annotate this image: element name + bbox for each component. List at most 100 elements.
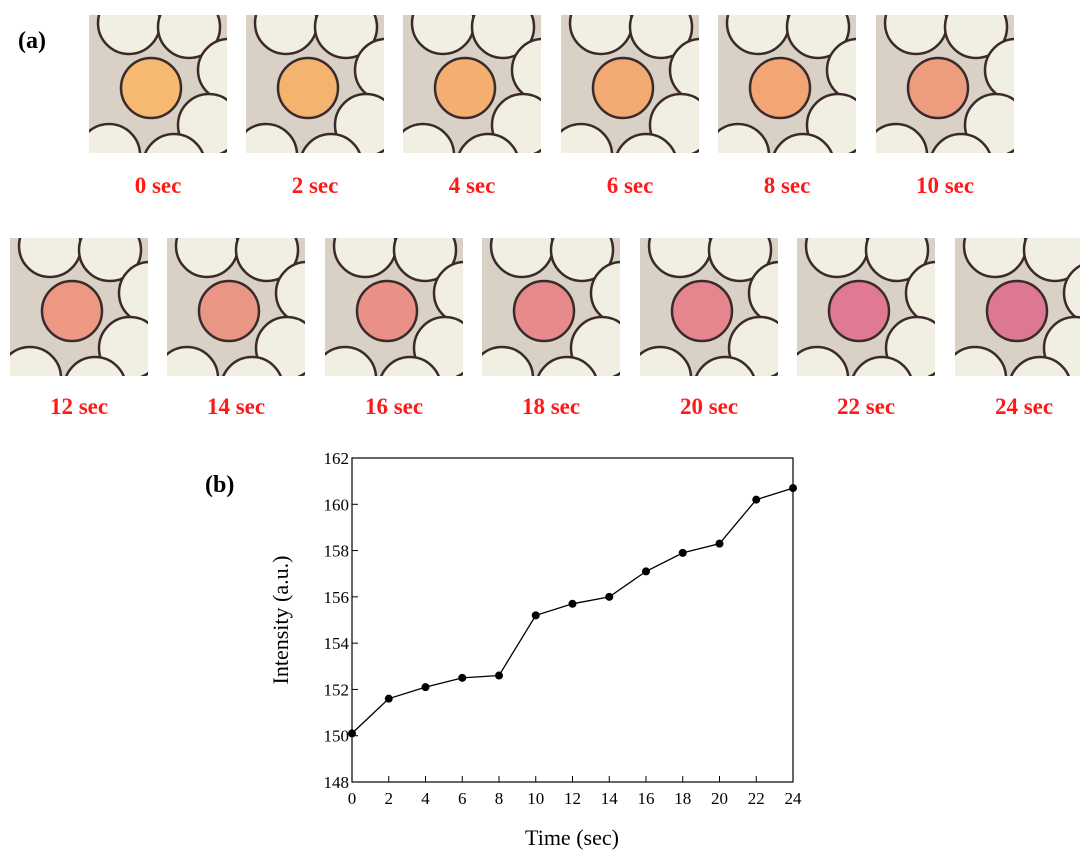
colored-droplet <box>435 58 495 118</box>
droplet-image <box>865 0 1047 196</box>
x-tick-label: 8 <box>495 789 504 808</box>
y-tick-label: 162 <box>324 449 350 468</box>
data-point <box>605 593 613 601</box>
frame-label: 24 sec <box>995 394 1053 419</box>
data-line <box>352 488 793 733</box>
data-point <box>569 600 577 608</box>
x-tick-label: 20 <box>711 789 728 808</box>
frame-label: 8 sec <box>764 173 811 198</box>
droplet <box>570 0 632 54</box>
droplet-image <box>78 0 260 196</box>
data-point <box>458 674 466 682</box>
frame-label: 14 sec <box>207 394 265 419</box>
x-tick-label: 22 <box>748 789 765 808</box>
droplet <box>19 215 81 277</box>
frame-label: 20 sec <box>680 394 738 419</box>
x-tick-label: 6 <box>458 789 467 808</box>
x-tick-label: 18 <box>674 789 691 808</box>
figure: (a) (b) Time (sec) Intensity (a.u.) 0 se… <box>0 0 1080 855</box>
y-tick-label: 156 <box>324 588 350 607</box>
droplet <box>885 0 947 54</box>
y-tick-label: 158 <box>324 542 350 561</box>
colored-droplet <box>199 281 259 341</box>
panel-label: (b) <box>205 472 234 498</box>
y-tick-label: 148 <box>324 773 350 792</box>
colored-droplet <box>908 58 968 118</box>
y-tick-label: 150 <box>324 727 350 746</box>
data-point <box>532 611 540 619</box>
colored-droplet <box>42 281 102 341</box>
droplet <box>78 124 140 186</box>
droplet <box>985 39 1047 101</box>
colored-droplet <box>593 58 653 118</box>
droplet <box>649 215 711 277</box>
panel-label: (a) <box>18 28 46 54</box>
droplet-image <box>392 0 574 196</box>
droplet <box>98 0 160 54</box>
droplet <box>334 215 396 277</box>
droplet-image <box>0 215 181 419</box>
y-tick-label: 154 <box>324 634 350 653</box>
droplet <box>964 215 1026 277</box>
data-point <box>385 695 393 703</box>
x-tick-label: 14 <box>601 789 619 808</box>
data-point <box>642 567 650 575</box>
frame-label: 10 sec <box>916 173 974 198</box>
x-tick-label: 16 <box>638 789 655 808</box>
frame-label: 16 sec <box>365 394 423 419</box>
x-tick-label: 12 <box>564 789 581 808</box>
droplet <box>806 215 868 277</box>
x-tick-label: 2 <box>385 789 394 808</box>
y-tick-label: 152 <box>324 680 350 699</box>
data-point <box>679 549 687 557</box>
data-point <box>348 729 356 737</box>
droplet <box>491 215 553 277</box>
page: (a) (b) Time (sec) Intensity (a.u.) 0 se… <box>0 0 1080 855</box>
droplet-image <box>550 0 732 196</box>
x-axis-title: Time (sec) <box>525 825 619 850</box>
droplet <box>727 0 789 54</box>
colored-droplet <box>672 281 732 341</box>
droplet <box>176 215 238 277</box>
colored-droplet <box>514 281 574 341</box>
frame-label: 18 sec <box>522 394 580 419</box>
droplet <box>412 0 474 54</box>
colored-droplet <box>829 281 889 341</box>
plot-frame <box>352 458 793 782</box>
data-point <box>716 540 724 548</box>
colored-droplet <box>278 58 338 118</box>
x-tick-label: 4 <box>421 789 430 808</box>
droplet-image <box>314 215 496 419</box>
data-point <box>495 672 503 680</box>
droplet <box>550 124 612 186</box>
data-point <box>752 496 760 504</box>
y-axis-title: Intensity (a.u.) <box>268 556 293 685</box>
droplet-image <box>707 0 889 196</box>
data-point <box>789 484 797 492</box>
colored-droplet <box>357 281 417 341</box>
droplet-image <box>629 215 811 419</box>
droplet-image <box>471 215 653 419</box>
droplet-image <box>235 0 417 196</box>
droplet <box>392 124 454 186</box>
frame-label: 6 sec <box>607 173 654 198</box>
data-point <box>422 683 430 691</box>
droplet <box>707 124 769 186</box>
frame-label: 2 sec <box>292 173 339 198</box>
droplet-image <box>786 215 968 419</box>
colored-droplet <box>750 58 810 118</box>
droplet <box>235 124 297 186</box>
frame-label: 0 sec <box>135 173 182 198</box>
frame-label: 4 sec <box>449 173 496 198</box>
x-tick-label: 24 <box>785 789 803 808</box>
frame-label: 12 sec <box>50 394 108 419</box>
colored-droplet <box>987 281 1047 341</box>
droplet <box>255 0 317 54</box>
droplet-image <box>156 215 338 419</box>
droplet-image <box>944 215 1080 419</box>
y-tick-label: 160 <box>324 495 350 514</box>
colored-droplet <box>121 58 181 118</box>
x-tick-label: 0 <box>348 789 357 808</box>
x-tick-label: 10 <box>527 789 544 808</box>
frame-label: 22 sec <box>837 394 895 419</box>
